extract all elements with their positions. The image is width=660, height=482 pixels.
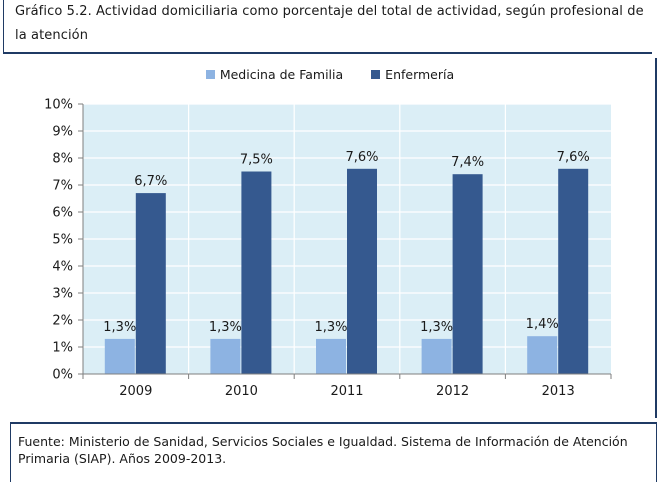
y-tick-label: 7% bbox=[52, 179, 73, 194]
legend-swatch-enfermeria bbox=[371, 70, 381, 79]
data-label-enfermeria-2011: 7,6% bbox=[345, 150, 378, 165]
y-tick-label: 5% bbox=[52, 233, 73, 248]
bar-medicina-2012 bbox=[421, 338, 452, 374]
x-tick-label-2012: 2012 bbox=[436, 384, 469, 399]
bar-enfermeria-2011 bbox=[347, 168, 377, 374]
data-label-enfermeria-2010: 7,5% bbox=[240, 153, 273, 168]
legend: Medicina de Familia Enfermería bbox=[0, 67, 660, 82]
y-tick-label: 6% bbox=[52, 206, 73, 221]
data-label-medicina-2009: 1,3% bbox=[103, 320, 136, 335]
data-label-enfermeria-2013: 7,6% bbox=[557, 150, 590, 165]
data-label-medicina-2012: 1,3% bbox=[420, 320, 453, 335]
x-tick-label-2010: 2010 bbox=[225, 384, 258, 399]
chart-title: Gráfico 5.2. Actividad domiciliaria como… bbox=[15, 4, 644, 43]
data-label-medicina-2010: 1,3% bbox=[209, 320, 242, 335]
data-label-medicina-2013: 1,4% bbox=[526, 317, 559, 332]
y-tick-label: 0% bbox=[52, 368, 73, 383]
legend-item-medicina: Medicina de Familia bbox=[205, 67, 344, 82]
bar-enfermeria-2009 bbox=[135, 193, 166, 374]
legend-label-enfermeria: Enfermería bbox=[385, 67, 455, 82]
legend-swatch-medicina bbox=[205, 70, 215, 79]
y-tick-label: 1% bbox=[52, 341, 73, 356]
bar-enfermeria-2013 bbox=[558, 168, 589, 374]
y-tick-label: 8% bbox=[52, 152, 73, 167]
y-tick-label: 3% bbox=[52, 287, 73, 302]
legend-item-enfermeria: Enfermería bbox=[371, 67, 454, 82]
bar-medicina-2011 bbox=[316, 338, 346, 374]
x-tick-label-2011: 2011 bbox=[330, 384, 363, 399]
y-tick-label: 4% bbox=[52, 260, 73, 275]
bar-enfermeria-2012 bbox=[452, 174, 483, 374]
bar-medicina-2009 bbox=[104, 338, 135, 374]
data-label-medicina-2011: 1,3% bbox=[314, 320, 347, 335]
footer-box: Fuente: Ministerio de Sanidad, Servicios… bbox=[10, 422, 657, 482]
source-note: Fuente: Ministerio de Sanidad, Servicios… bbox=[18, 434, 628, 466]
data-label-enfermeria-2009: 6,7% bbox=[134, 174, 167, 189]
x-tick-label-2009: 2009 bbox=[119, 384, 152, 399]
title-box: Gráfico 5.2. Actividad domiciliaria como… bbox=[3, 0, 652, 54]
bar-medicina-2013 bbox=[527, 336, 558, 374]
bar-enfermeria-2010 bbox=[241, 171, 272, 374]
data-label-enfermeria-2012: 7,4% bbox=[451, 155, 484, 170]
y-tick-label: 10% bbox=[44, 98, 73, 113]
legend-label-medicina: Medicina de Familia bbox=[219, 67, 344, 82]
frame-right-border bbox=[655, 58, 657, 418]
x-tick-label-2013: 2013 bbox=[542, 384, 575, 399]
bar-medicina-2010 bbox=[210, 338, 241, 374]
y-tick-label: 2% bbox=[52, 314, 73, 329]
bar-chart: 0% 1% 2% 3% 4% 5% 6% 7% 8% 9% 10% 1,3% 6,7% 2009 1,3% 7… bbox=[44, 98, 612, 399]
y-tick-label: 9% bbox=[52, 125, 73, 140]
